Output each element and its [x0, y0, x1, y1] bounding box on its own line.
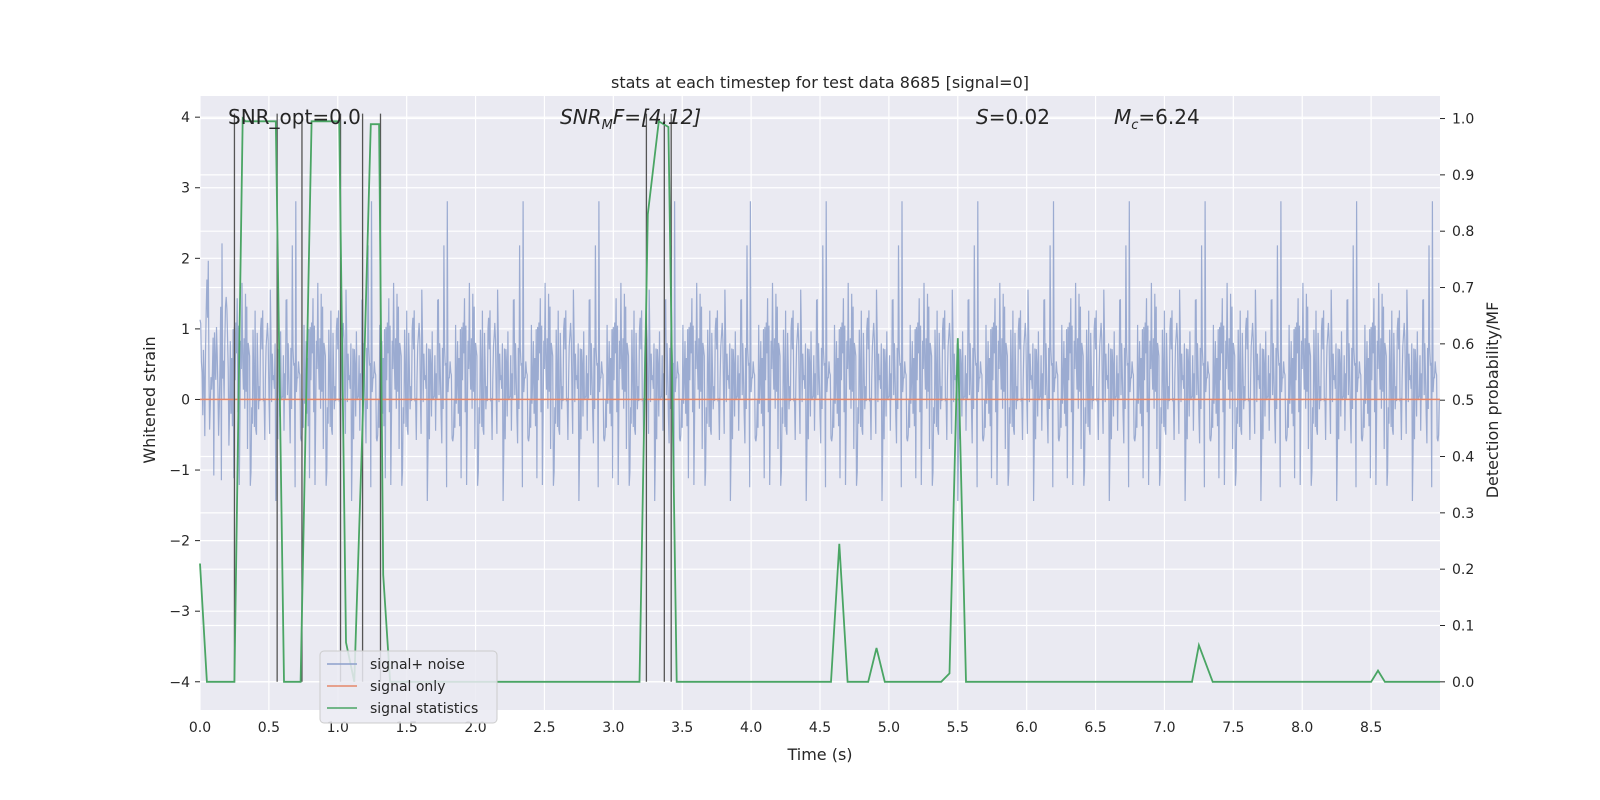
x-tick-label: 2.5: [533, 720, 555, 736]
noise-line: [199, 201, 1440, 502]
x-tick-label: 3.5: [671, 720, 693, 736]
y-tick-label: 3: [181, 181, 190, 197]
x-tick-label: 5.5: [947, 720, 969, 736]
x-tick-label: 5.0: [878, 720, 900, 736]
y2-axis-ticks: 0.0 0.1 0.2 0.3 0.4 0.5 0.6 0.7 0.8 0.9 1.0: [1440, 112, 1474, 691]
signal-statistics-series: [199, 116, 1440, 683]
x-tick-label: 6.5: [1084, 720, 1106, 736]
annotation-snr-mf: SNRMF=[4.12]: [560, 105, 701, 133]
y2-tick-label: 0.7: [1452, 281, 1474, 297]
y-tick-label: 1: [181, 322, 190, 338]
annotation-mc: Mc=6.24: [1114, 105, 1200, 133]
y2-tick-label: 0.2: [1452, 562, 1474, 578]
x-tick-label: 3.0: [602, 720, 624, 736]
x-tick-label: 0.0: [189, 720, 211, 736]
y2-tick-label: 0.1: [1452, 619, 1474, 635]
y-tick-label: 4: [181, 110, 190, 126]
legend-label-noise: signal+ noise: [370, 657, 465, 673]
x-tick-label: 0.5: [258, 720, 280, 736]
y2-tick-label: 0.0: [1452, 675, 1474, 691]
x-axis-ticks: 0.0 0.5 1.0 1.5 2.0 2.5 3.0 3.5 4.0 4.5 5.0 5.5 6.0 6…: [189, 720, 1382, 736]
y2-tick-label: 0.6: [1452, 337, 1474, 353]
y-tick-label: −3: [169, 604, 190, 620]
statistics-line: [199, 116, 1440, 683]
y-tick-label: 2: [181, 251, 190, 267]
x-tick-label: 2.0: [464, 720, 486, 736]
signal-noise-series: [199, 201, 1440, 502]
y2-axis-label: Detection probability/MF: [1483, 302, 1502, 499]
y-tick-label: −2: [169, 534, 190, 550]
y-tick-label: −1: [169, 463, 190, 479]
x-tick-label: 7.0: [1153, 720, 1175, 736]
x-axis-label: Time (s): [786, 745, 852, 764]
annotation-s: S=0.02: [976, 105, 1050, 129]
legend-label-signal-only: signal only: [370, 679, 445, 695]
legend-box: [319, 650, 498, 724]
legend: signal+ noise signal only signal statist…: [319, 650, 498, 724]
y-axis-label: Whitened strain: [140, 336, 159, 463]
x-tick-label: 1.5: [396, 720, 418, 736]
y2-tick-label: 0.3: [1452, 506, 1474, 522]
x-tick-label: 7.5: [1222, 720, 1244, 736]
y-axis-ticks: −4 −3 −2 −1 0 1 2 3 4: [169, 110, 200, 691]
legend-label-statistics: signal statistics: [370, 701, 478, 717]
y2-tick-label: 1.0: [1452, 112, 1474, 128]
x-tick-label: 4.5: [809, 720, 831, 736]
x-tick-label: 1.0: [327, 720, 349, 736]
x-tick-label: 4.0: [740, 720, 762, 736]
annotation-snr-opt: SNR_opt=0.0: [228, 105, 361, 129]
y2-tick-label: 0.4: [1452, 450, 1474, 466]
x-tick-label: 8.5: [1360, 720, 1382, 736]
y-tick-label: −4: [169, 675, 190, 691]
y2-tick-label: 0.5: [1452, 393, 1474, 409]
x-tick-label: 6.0: [1016, 720, 1038, 736]
y2-tick-label: 0.8: [1452, 224, 1474, 240]
y2-tick-label: 0.9: [1452, 168, 1474, 184]
x-tick-label: 8.0: [1291, 720, 1313, 736]
chart-title: stats at each timestep for test data 868…: [611, 73, 1029, 92]
y-tick-label: 0: [181, 392, 190, 408]
